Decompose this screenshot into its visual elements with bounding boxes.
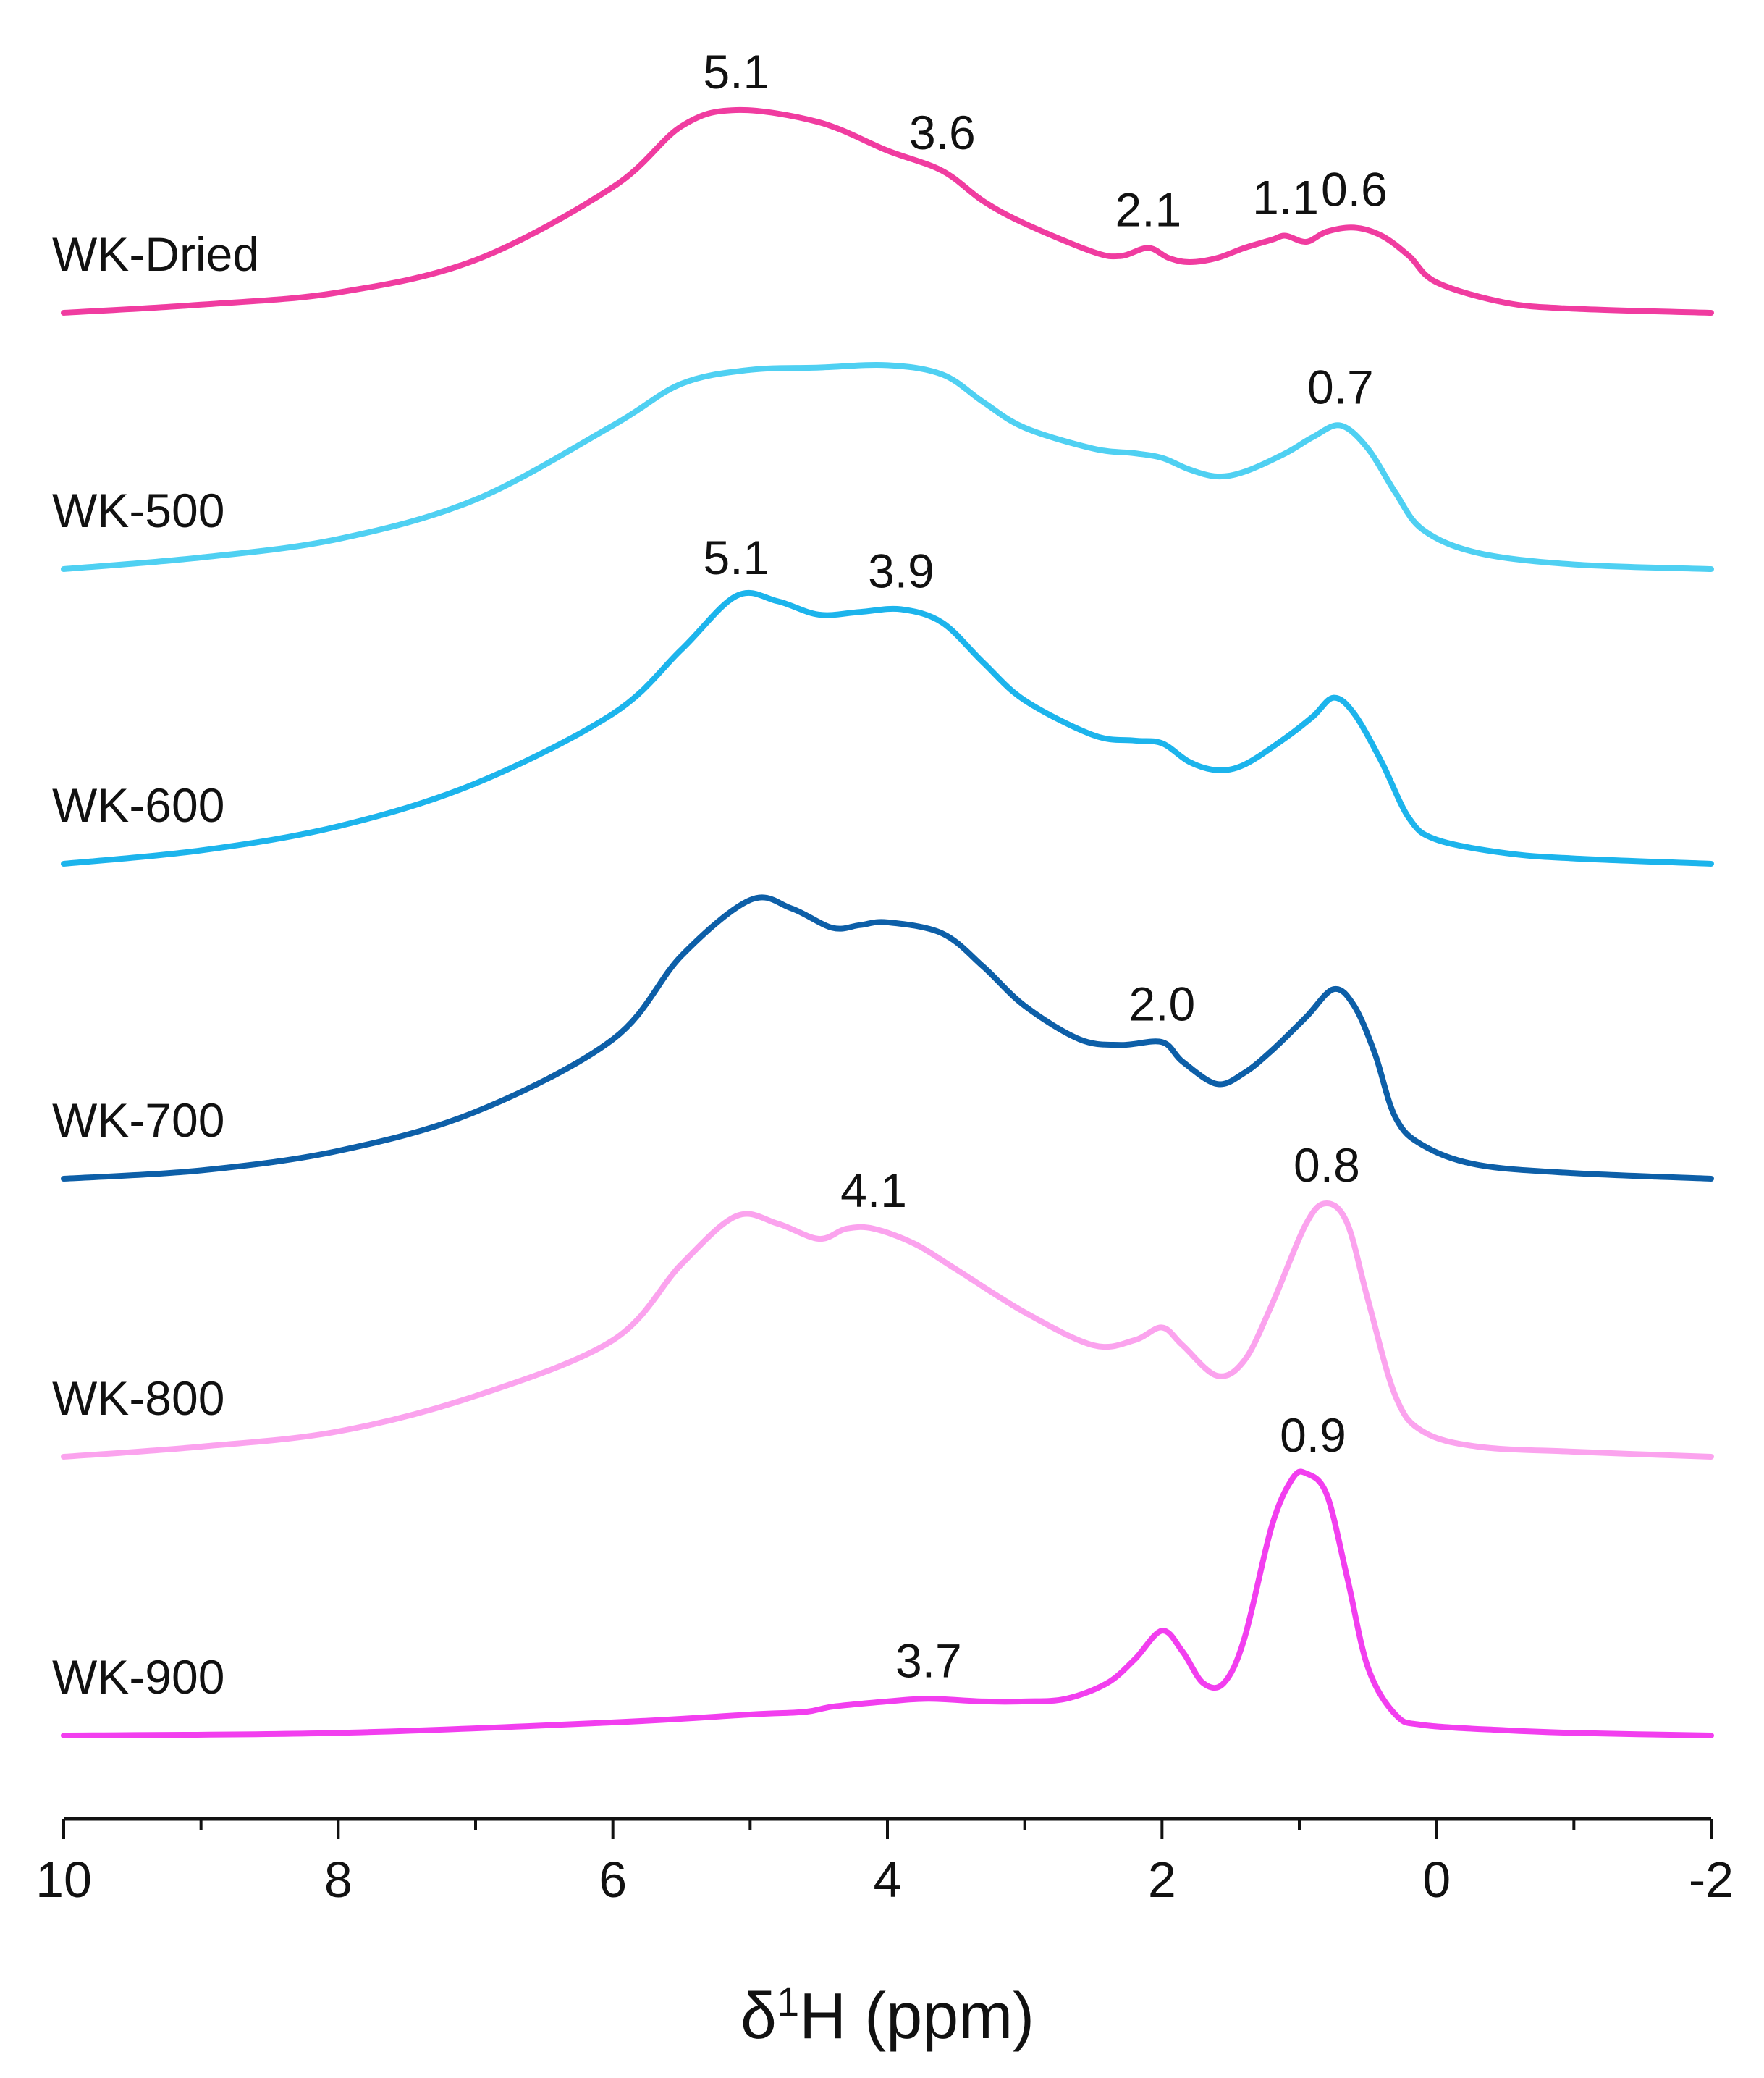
series-label-wk-700: WK-700 <box>52 1093 224 1147</box>
series-line-wk-500 <box>61 362 1714 572</box>
series-label-wk-600: WK-600 <box>52 778 224 832</box>
x-tick-label: 2 <box>1148 1851 1176 1908</box>
spectra-traces <box>61 106 1714 1738</box>
series-line-wk-900 <box>61 1468 1714 1738</box>
x-axis: 10 8 6 4 2 0 -2 <box>35 1817 1734 1908</box>
series-line-wk-dried <box>61 106 1714 316</box>
peak-label: 0.6 <box>1321 162 1388 216</box>
series-line-wk-700 <box>61 894 1714 1182</box>
peak-label: 3.9 <box>868 544 934 598</box>
series-label-wk-dried: WK-Dried <box>52 227 259 281</box>
peak-label: 5.1 <box>703 531 769 584</box>
x-tick-label: -2 <box>1689 1851 1734 1908</box>
series-line-wk-600 <box>61 589 1714 867</box>
peak-label: 0.8 <box>1294 1138 1360 1192</box>
peak-label: 2.0 <box>1128 977 1195 1030</box>
x-tick-label: 10 <box>35 1851 92 1908</box>
peak-label: 4.1 <box>840 1164 907 1217</box>
peak-label: 3.6 <box>909 106 976 159</box>
x-axis-title: δ1H (ppm) <box>740 1979 1034 2053</box>
peak-label: 0.7 <box>1307 361 1374 414</box>
peak-label: 0.9 <box>1280 1408 1346 1462</box>
series-label-wk-900: WK-900 <box>52 1650 224 1704</box>
peak-label: 1.1 <box>1252 171 1319 224</box>
series-label-wk-800: WK-800 <box>52 1371 224 1425</box>
x-tick-label: 4 <box>874 1851 902 1908</box>
series-labels: WK-Dried WK-500 WK-600 WK-700 WK-800 WK-900 <box>52 227 259 1704</box>
peak-label: 2.1 <box>1115 182 1181 236</box>
peak-label: 5.1 <box>703 45 769 98</box>
series-label-wk-500: WK-500 <box>52 484 224 537</box>
x-tick-label: 0 <box>1422 1851 1451 1908</box>
x-tick-label: 8 <box>324 1851 353 1908</box>
x-tick-label: 6 <box>599 1851 627 1908</box>
series-line-wk-800 <box>61 1200 1714 1460</box>
peak-labels: 5.1 3.6 2.1 1.1 0.6 0.7 5.1 3.9 2.0 4.1 0.8 3.7 0.9 <box>703 45 1387 1687</box>
peak-label: 3.7 <box>895 1633 962 1687</box>
x-axis-ticks: 10 8 6 4 2 0 -2 <box>35 1819 1734 1908</box>
